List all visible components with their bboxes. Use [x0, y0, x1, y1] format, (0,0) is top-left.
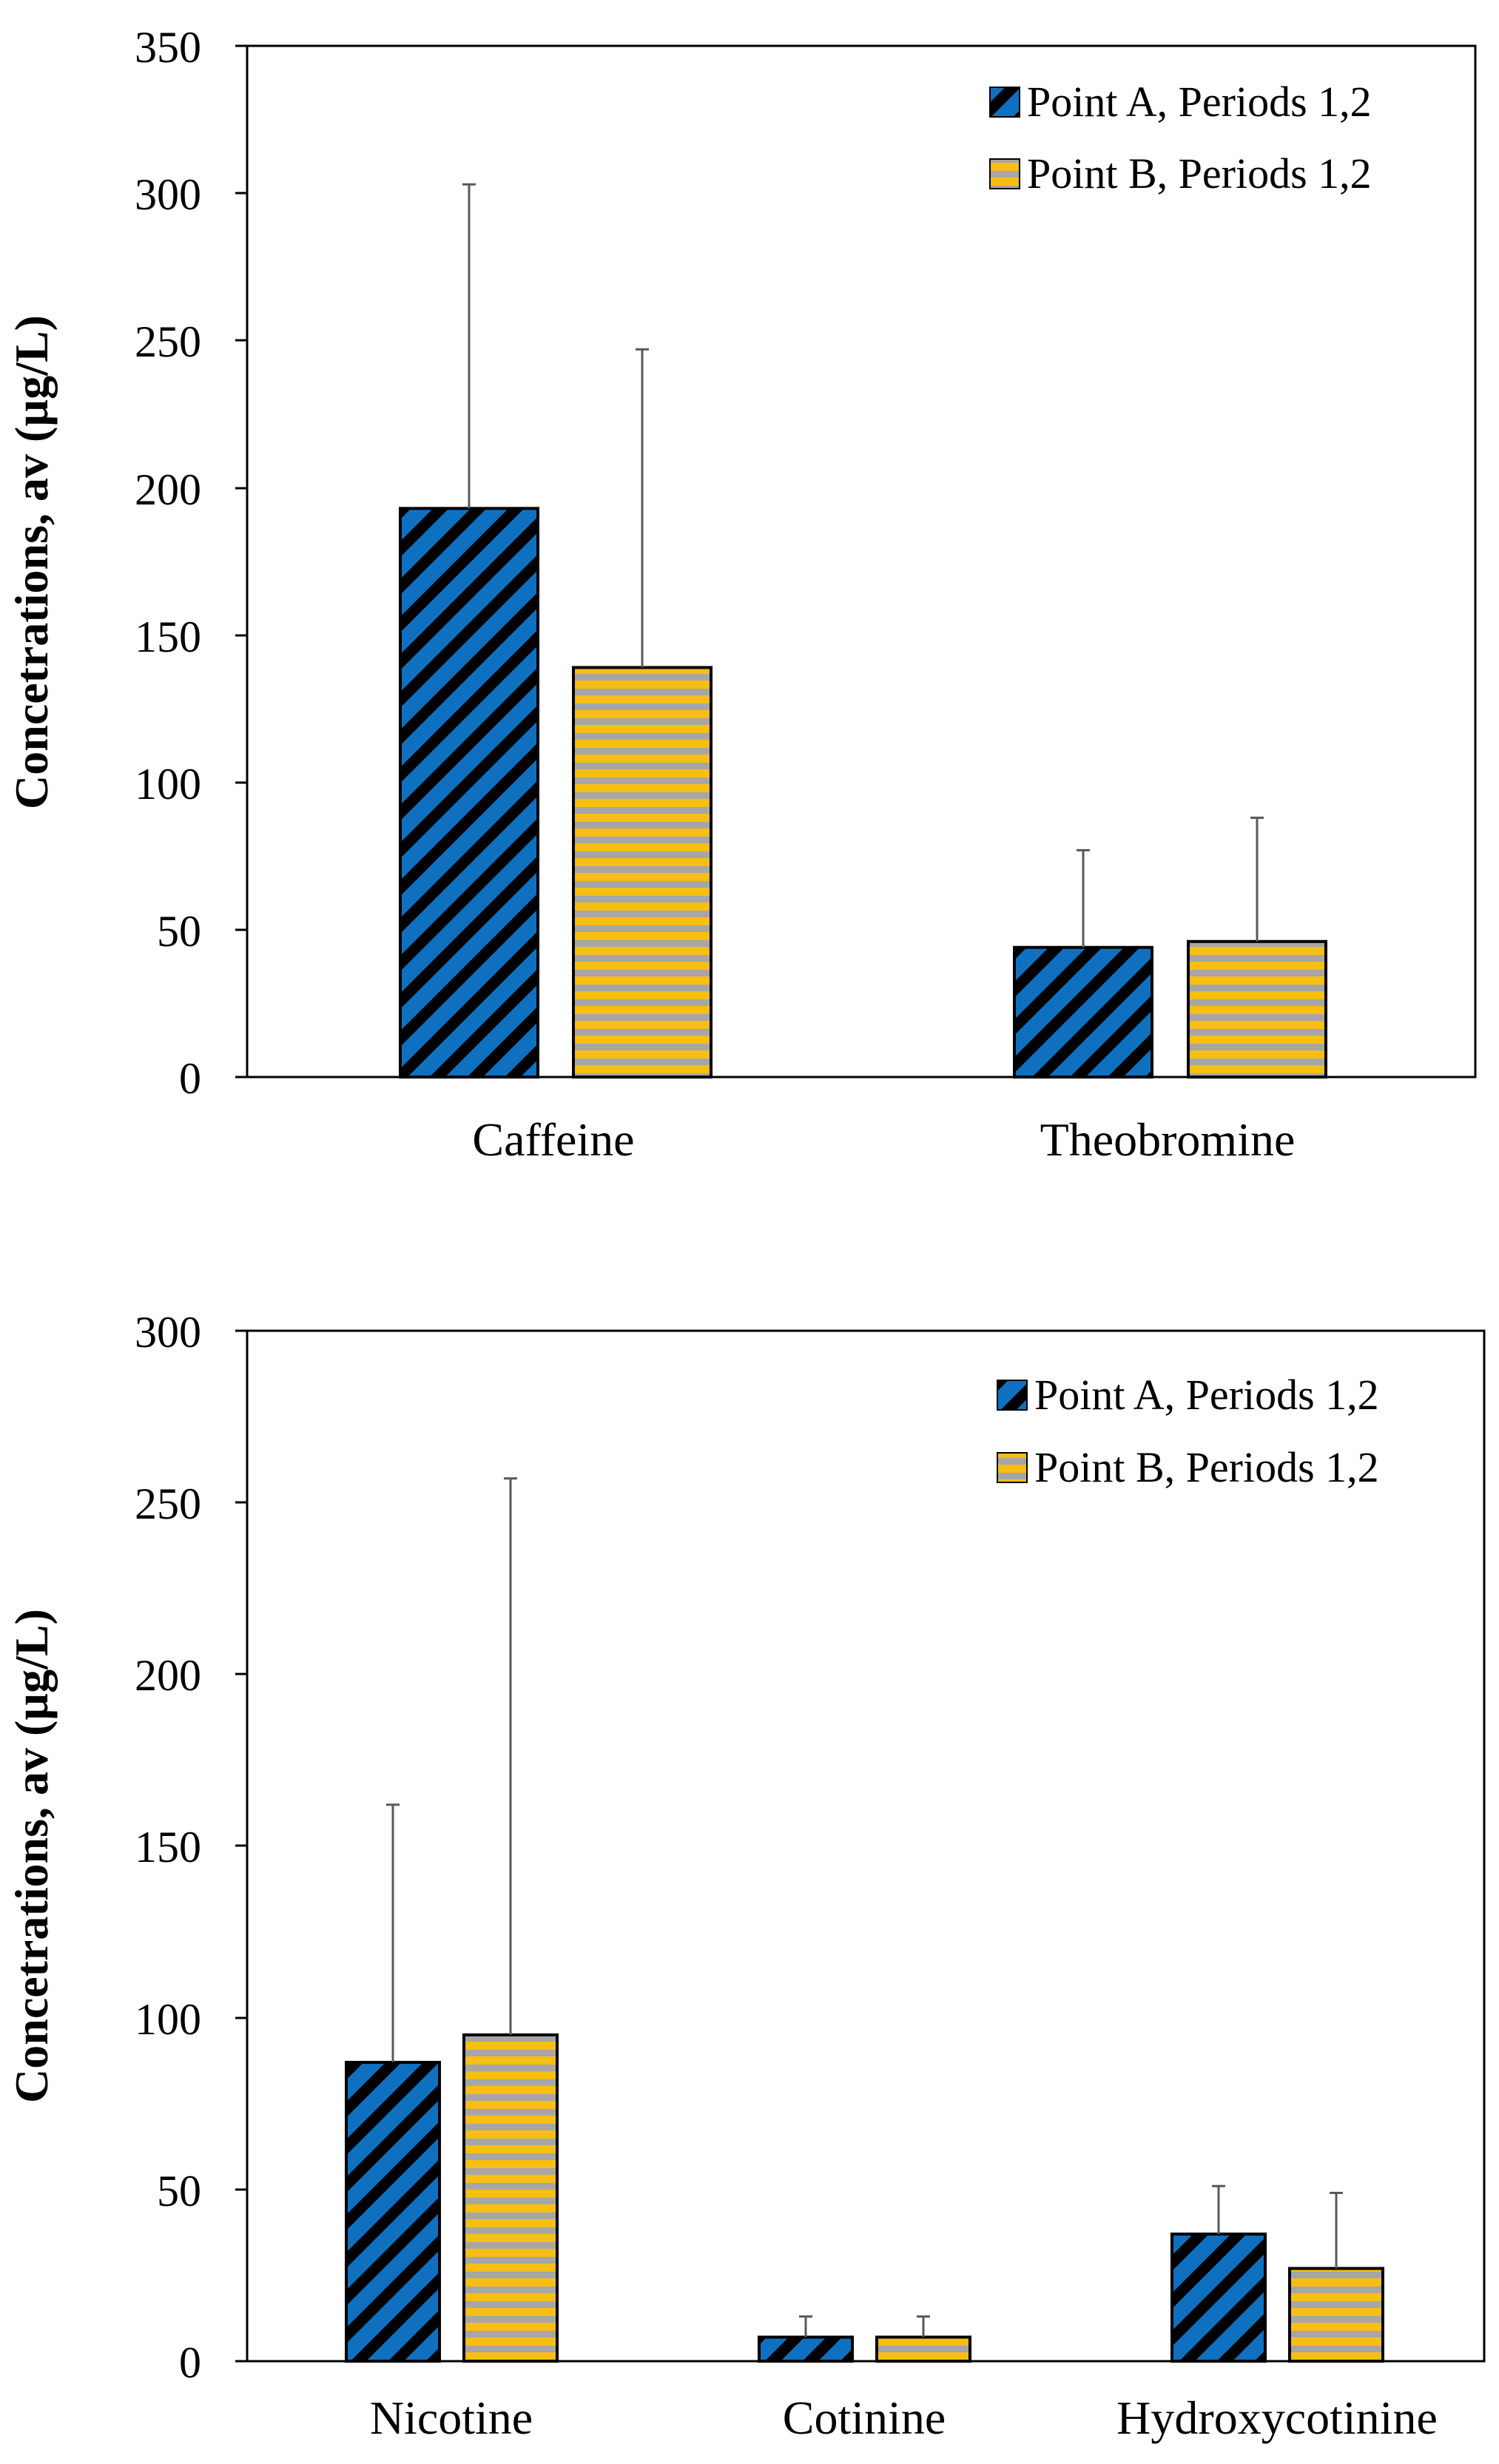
y-tick-label: 150	[135, 1823, 201, 1871]
error-bar-nicotine-point-a	[386, 1803, 400, 2063]
legend-swatch-point-b	[989, 158, 1020, 189]
chart-2-y-tick-marks	[235, 1329, 247, 2363]
error-bar-theobromine-point-a	[1077, 848, 1090, 948]
chart-1-y-ticks: 0 50 100 150 200 250 300 350	[135, 23, 201, 1103]
chart-2-y-ticks: 0 50 100 150 200 250 300	[135, 1308, 201, 2387]
bar-nicotine-point-a	[345, 2061, 441, 2363]
bar-cotinine-point-a	[758, 2335, 854, 2363]
error-bar-hydroxycotinine-point-b	[1330, 2191, 1343, 2269]
y-tick-label: 0	[179, 2338, 201, 2387]
chart-1-legend: Point A, Periods 1,2 Point B, Periods 1,…	[989, 78, 1372, 198]
y-tick-label: 350	[135, 23, 201, 72]
x-category-label: Cotinine	[783, 2392, 946, 2444]
legend-swatch-point-b	[997, 1452, 1028, 1483]
error-bar-cotinine-point-b	[917, 2315, 930, 2338]
chart-2-plot-frame	[246, 1329, 1486, 2363]
x-category-label: Theobromine	[1040, 1113, 1296, 1166]
chart-1-y-axis-label: Concetrations, av (µg/L)	[5, 315, 58, 809]
y-tick-label: 250	[135, 317, 201, 366]
chart-1-y-tick-marks	[235, 44, 247, 1079]
y-tick-label: 200	[135, 1651, 201, 1700]
error-bar-hydroxycotinine-point-a	[1212, 2184, 1225, 2235]
bar-caffeine-point-a	[399, 507, 539, 1079]
legend-label-point-a: Point A, Periods 1,2	[1027, 78, 1372, 126]
error-bar-cotinine-point-a	[799, 2315, 812, 2338]
chart-1: Concetrations, av (µg/L) 0 50 100 150 20…	[5, 23, 1477, 1166]
chart-2-y-axis-label: Concetrations, av (µg/L)	[5, 1609, 58, 2103]
bar-hydroxycotinine-point-a	[1170, 2232, 1267, 2363]
error-bar-theobromine-point-b	[1250, 817, 1264, 942]
y-tick-label: 100	[135, 760, 201, 809]
legend-swatch-point-a	[989, 87, 1020, 118]
legend-label-point-a: Point A, Periods 1,2	[1034, 1371, 1379, 1419]
y-tick-label: 50	[157, 907, 201, 956]
legend-label-point-b: Point B, Periods 1,2	[1034, 1443, 1379, 1491]
y-tick-label: 50	[157, 2167, 201, 2215]
y-tick-label: 300	[135, 170, 201, 219]
bar-nicotine-point-b	[462, 2033, 559, 2363]
y-tick-label: 200	[135, 465, 201, 514]
legend-label-point-b: Point B, Periods 1,2	[1027, 149, 1372, 198]
chart-1-plot-frame	[246, 44, 1477, 1079]
bar-caffeine-point-b	[572, 666, 713, 1079]
error-bar-caffeine-point-a	[462, 183, 476, 509]
y-tick-label: 150	[135, 612, 201, 661]
bar-theobromine-point-b	[1187, 939, 1327, 1079]
x-category-label: Hydroxycotinine	[1116, 2392, 1438, 2444]
bar-theobromine-point-a	[1013, 945, 1153, 1079]
x-category-label: Nicotine	[370, 2392, 533, 2444]
bar-hydroxycotinine-point-b	[1288, 2266, 1384, 2363]
y-tick-label: 300	[135, 1308, 201, 1357]
chart-2: Concetrations, av (µg/L) 0 50 100 150 20…	[5, 1308, 1486, 2444]
y-tick-label: 0	[179, 1054, 201, 1103]
x-category-label: Caffeine	[472, 1113, 634, 1166]
error-bar-caffeine-point-b	[636, 348, 649, 668]
y-tick-label: 250	[135, 1479, 201, 1528]
y-tick-label: 100	[135, 1995, 201, 2044]
legend-swatch-point-a	[997, 1380, 1028, 1411]
error-bar-nicotine-point-b	[504, 1477, 517, 2035]
chart-2-legend: Point A, Periods 1,2 Point B, Periods 1,…	[997, 1371, 1379, 1491]
bar-cotinine-point-b	[875, 2335, 971, 2363]
